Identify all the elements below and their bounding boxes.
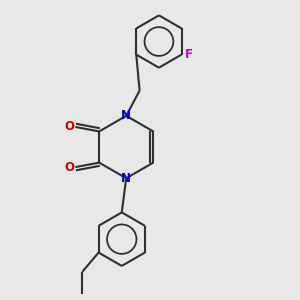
Text: F: F (185, 48, 193, 61)
Text: O: O (64, 120, 74, 133)
Text: N: N (121, 109, 131, 122)
Text: N: N (121, 172, 131, 185)
Text: O: O (64, 161, 74, 174)
